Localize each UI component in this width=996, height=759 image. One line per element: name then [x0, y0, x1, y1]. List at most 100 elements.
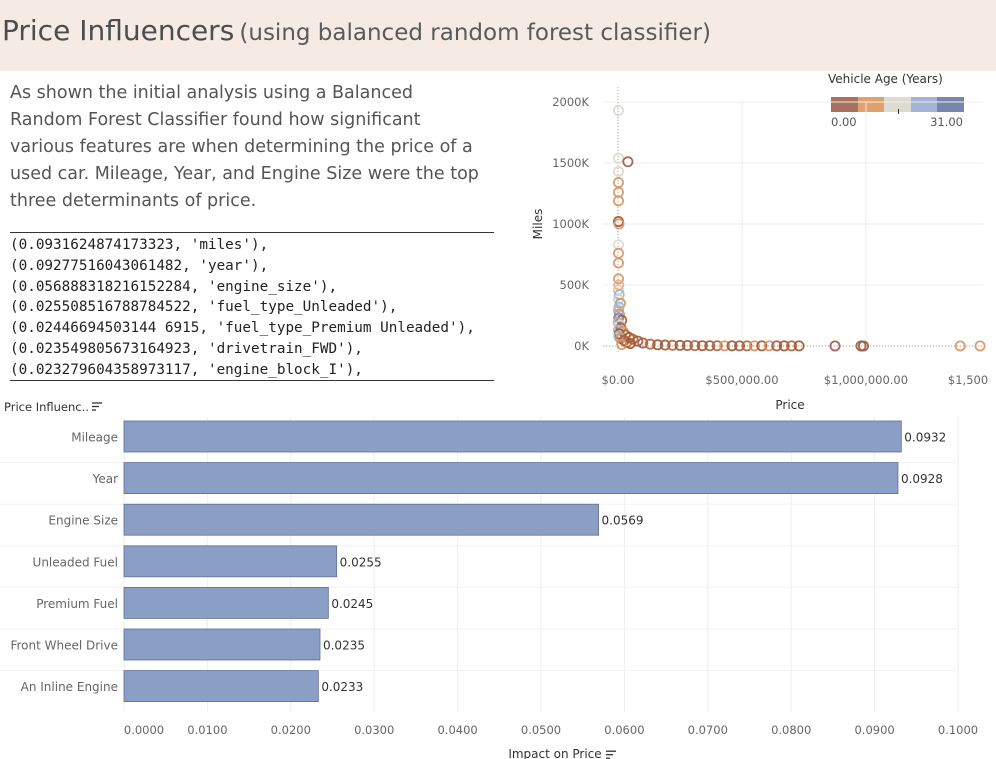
category-label: Year	[92, 472, 118, 486]
scatter-point	[612, 273, 624, 285]
scatter-point	[652, 339, 664, 351]
scatter-point	[637, 337, 649, 349]
scatter-point	[829, 340, 841, 352]
scatter-point	[674, 339, 686, 351]
x-tick-label: $500,000.00	[705, 373, 778, 387]
bar	[123, 420, 902, 453]
x-tick-label: $1,000,000.00	[824, 373, 908, 387]
scatter-point	[612, 105, 624, 117]
x-tick-label: 0.0900	[854, 723, 894, 737]
x-tick-label: 0.0000	[124, 723, 164, 737]
scatter-point	[613, 218, 625, 230]
code-line: (0.023279604358973117, 'engine_block_I')…	[10, 361, 363, 378]
x-tick-label: $0.00	[602, 373, 635, 387]
scatter-point	[726, 340, 738, 352]
code-line: (0.0931624874173323, 'miles'),	[10, 237, 269, 253]
scatter-point	[616, 339, 628, 351]
data-label: 0.0245	[331, 597, 373, 611]
y-tick-label: 1000K	[552, 217, 589, 231]
scatter-point	[734, 340, 746, 352]
x-tick-label: 0.0300	[354, 723, 394, 737]
legend-min-label: 0.00	[831, 115, 857, 129]
legend-swatch	[910, 97, 938, 112]
scatter-point	[711, 340, 723, 352]
scatter-point	[719, 340, 731, 352]
scatter-point	[612, 152, 624, 164]
intro-text: As shown the initial analysis using a Ba…	[10, 83, 479, 211]
code-line: (0.023549805673164923, 'drivetrain_FWD')…	[10, 340, 363, 357]
scatter-point	[741, 340, 753, 352]
scatter-point	[644, 338, 656, 350]
scatter-point	[612, 166, 624, 178]
scatter-point	[681, 340, 693, 352]
x-tick-label: 0.0800	[771, 723, 811, 737]
scatter-point	[771, 340, 783, 352]
title-main: Price Influencers	[2, 14, 235, 47]
x-tick-label: 0.1000	[938, 723, 978, 737]
legend-max-label: 31.00	[930, 115, 963, 129]
scatter-point	[622, 156, 634, 168]
x-tick-label: 0.0400	[437, 723, 477, 737]
x-tick-label: $1,500,000.00	[948, 373, 988, 387]
scatter-point	[659, 339, 671, 351]
scatter-point	[612, 195, 624, 207]
price-influencers-bar-chart[interactable]: Price Influenc.. 0.0000 0.0100 0.0200 0.0300…	[0, 393, 996, 759]
y-tick-label: 0K	[574, 339, 589, 353]
scatter-point	[954, 340, 966, 352]
x-tick-label: 0.0700	[688, 723, 728, 737]
bar	[123, 586, 329, 619]
legend-swatch	[857, 97, 885, 112]
scatter-point	[763, 340, 775, 352]
page-header: Price Influencers (using balanced random…	[0, 0, 996, 71]
data-label: 0.0235	[323, 639, 365, 653]
y-tick-label: 500K	[560, 278, 590, 292]
category-label: Unleaded Fuel	[33, 555, 118, 569]
bar-y-axis-title: Price Influenc..	[4, 400, 89, 414]
vehicle-age-legend[interactable]: Vehicle Age (Years) 0.00 31.00	[828, 72, 968, 132]
scatter-point	[756, 340, 768, 352]
y-tick-label: 2000K	[552, 95, 589, 109]
page-title: Price Influencers (using balanced random…	[2, 14, 711, 47]
data-label: 0.0569	[602, 514, 644, 528]
scatter-point	[704, 340, 716, 352]
category-label: Premium Fuel	[36, 597, 118, 611]
x-axis-label: Impact on Price	[508, 747, 601, 759]
sort-icon[interactable]	[92, 402, 102, 411]
data-label: 0.0233	[321, 680, 363, 694]
code-line: (0.025508516788784522, 'fuel_type_Unlead…	[10, 299, 398, 316]
category-label: Mileage	[71, 431, 118, 445]
scatter-gridlines	[603, 101, 983, 347]
y-axis-label: Miles	[531, 209, 545, 240]
bar	[123, 545, 338, 578]
x-axis-label: Price	[775, 398, 804, 412]
code-line: (0.02446694503144 6915, 'fuel_type_Premi…	[10, 320, 475, 337]
scatter-point	[689, 340, 701, 352]
scatter-point	[858, 340, 870, 352]
bar	[123, 462, 899, 494]
scatter-point	[696, 340, 708, 352]
scatter-point	[632, 335, 644, 347]
title-subtitle: (using balanced random forest classifier…	[239, 20, 711, 46]
x-tick-label: 0.0600	[604, 723, 644, 737]
x-tick-label: 0.0500	[521, 723, 561, 737]
legend-tick	[898, 109, 899, 114]
bar	[123, 670, 319, 703]
x-tick-label: 0.0200	[271, 723, 311, 737]
feature-importance-code-block: (0.0931624874173323, 'miles'), (0.092775…	[10, 232, 494, 381]
legend-swatch	[937, 97, 964, 112]
x-tick-label: 0.0100	[187, 723, 227, 737]
scatter-point	[786, 340, 798, 352]
data-label: 0.0255	[340, 555, 382, 569]
scatter-point	[778, 340, 790, 352]
scatter-points	[612, 105, 986, 352]
data-label: 0.0928	[901, 472, 943, 486]
legend-title: Vehicle Age (Years)	[828, 72, 943, 86]
category-label: Front Wheel Drive	[10, 639, 118, 653]
price-vs-miles-scatter-chart[interactable]: 0K 500K 1000K 1500K 2000K $0.00 $500,000.00 $1,…	[528, 82, 988, 412]
scatter-point	[748, 340, 760, 352]
sort-icon[interactable]	[606, 750, 616, 759]
bar	[123, 503, 599, 536]
legend-color-ramp	[831, 97, 964, 112]
legend-swatch	[884, 97, 911, 112]
scatter-point	[974, 340, 986, 352]
